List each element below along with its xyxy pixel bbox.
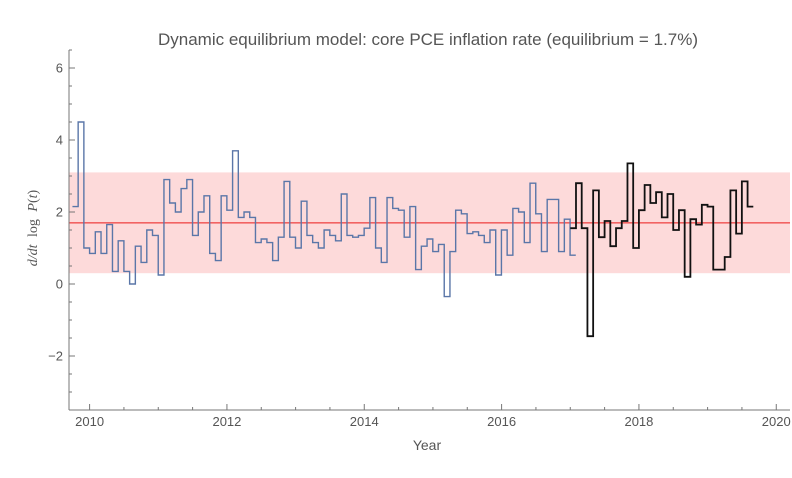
plot-area bbox=[69, 121, 790, 338]
x-tick-label: 2014 bbox=[350, 414, 379, 429]
y-axis-label: d/dt log P(t) bbox=[26, 189, 41, 266]
y-label-open-paren: ( bbox=[26, 198, 41, 203]
y-label-arg: t bbox=[26, 193, 41, 198]
y-tick-label: 6 bbox=[56, 61, 63, 76]
x-axis: 2010 2012 2014 2016 2018 2020 bbox=[69, 404, 791, 429]
x-tick-label: 2020 bbox=[762, 414, 791, 429]
y-tick-label: 4 bbox=[56, 133, 63, 148]
y-tick-label: −2 bbox=[48, 349, 63, 364]
series-forecast-line bbox=[570, 162, 754, 338]
x-tick-label: 2016 bbox=[487, 414, 516, 429]
y-axis: −2 0 2 4 6 bbox=[48, 49, 75, 411]
y-tick-label: 2 bbox=[56, 205, 63, 220]
x-axis-label: Year bbox=[413, 437, 442, 453]
x-tick-label: 2010 bbox=[75, 414, 104, 429]
series-data-line bbox=[72, 121, 576, 298]
y-label-close-paren: ) bbox=[26, 189, 41, 194]
y-tick-label: 0 bbox=[56, 277, 63, 292]
x-tick-label: 2012 bbox=[212, 414, 241, 429]
x-tick-label: 2018 bbox=[624, 414, 653, 429]
chart-title: Dynamic equilibrium model: core PCE infl… bbox=[158, 30, 698, 49]
y-label-var: P bbox=[26, 203, 41, 213]
y-label-log: log bbox=[26, 219, 41, 237]
y-label-derivative: d/dt bbox=[26, 243, 41, 266]
